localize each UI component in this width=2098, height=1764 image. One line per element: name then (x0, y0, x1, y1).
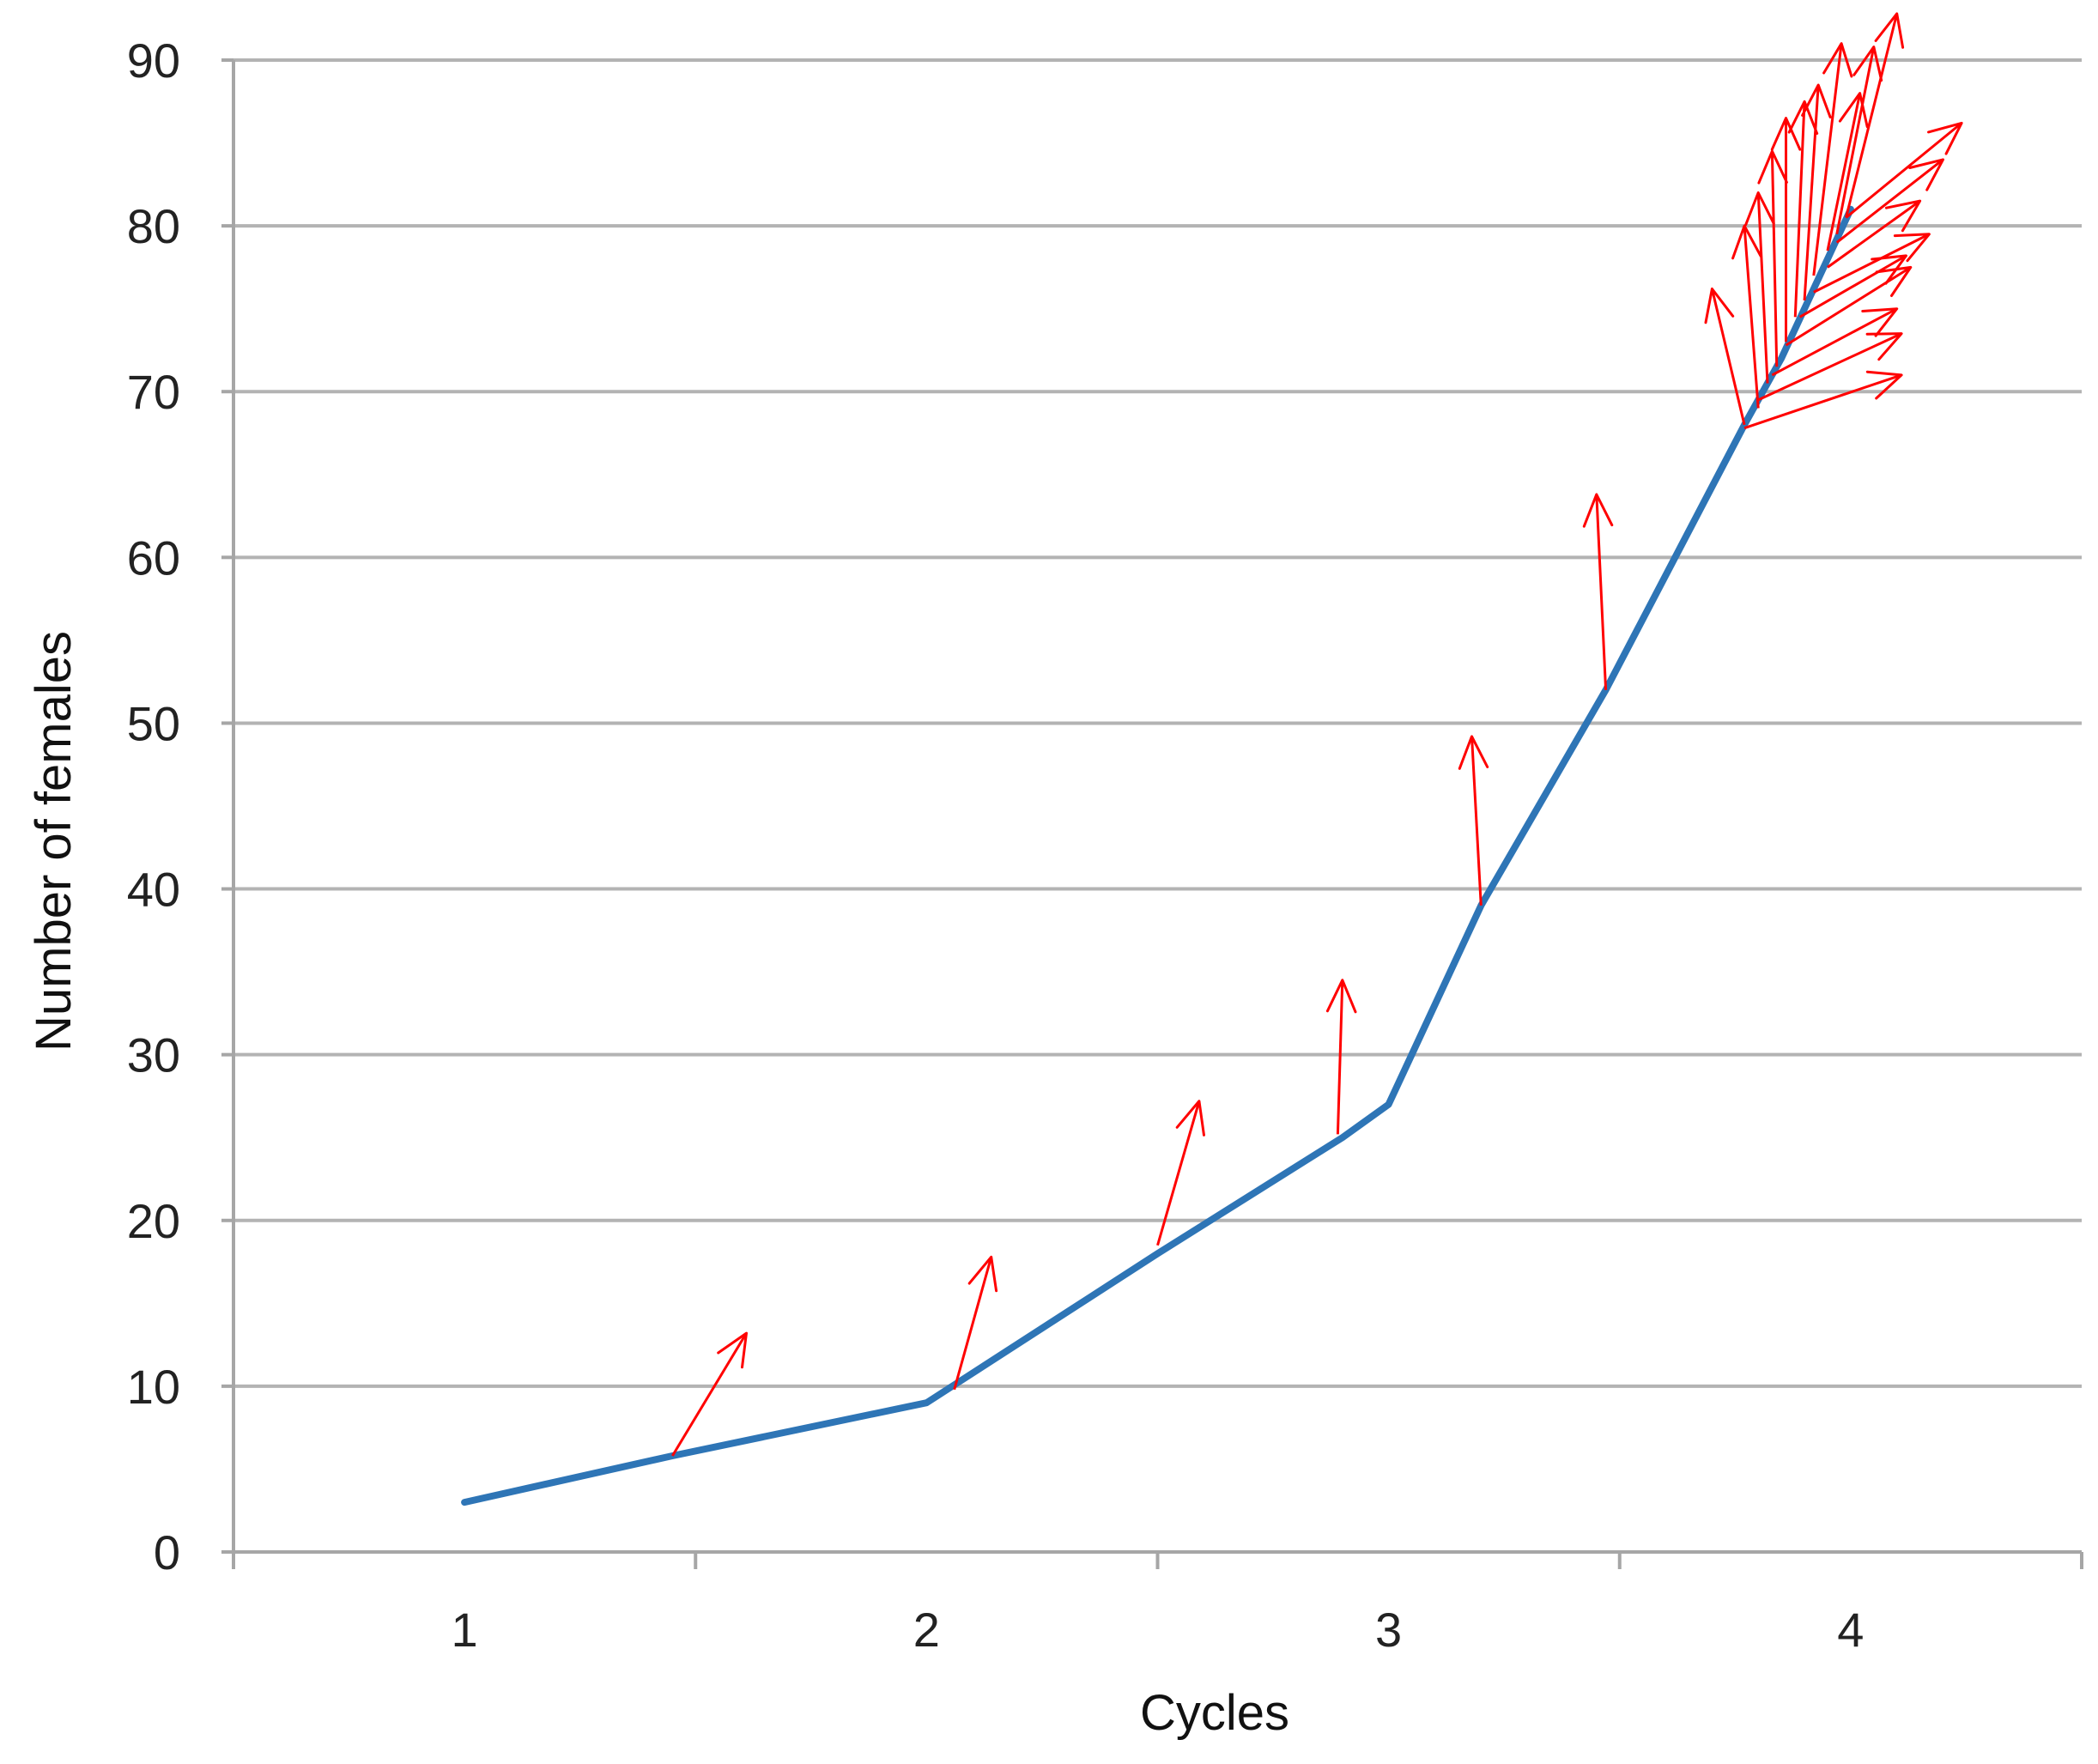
arrow-shaft (1812, 43, 1843, 276)
y-tick-label: 0 (154, 1525, 180, 1579)
arrow (1826, 92, 1869, 252)
arrow-head (1757, 149, 1788, 185)
arrow (1845, 12, 1905, 218)
arrow (1757, 149, 1788, 367)
arrow-head (1838, 92, 1869, 129)
arrow-shaft (1595, 494, 1608, 690)
arrow (1827, 199, 1922, 269)
y-tick-label: 40 (127, 863, 180, 917)
arrow-head (1874, 12, 1905, 49)
y-tick-label: 70 (127, 365, 180, 419)
arrow-shaft (1798, 254, 1907, 318)
arrow-head (1822, 42, 1853, 78)
arrow-head (1704, 288, 1735, 324)
arrow-shaft (1156, 1100, 1201, 1246)
x-tick-label: 2 (913, 1603, 940, 1657)
arrow (1704, 288, 1746, 426)
arrow (953, 1255, 998, 1391)
arrow-shaft (1826, 93, 1862, 252)
arrow (671, 1331, 748, 1457)
arrow-shaft (1845, 122, 1963, 219)
arrow-shaft (1757, 332, 1902, 402)
arrow-head (1861, 307, 1899, 337)
arrow-shaft (1827, 199, 1921, 269)
arrow-shaft (1835, 158, 1944, 244)
tick-labels: 0 10 20 30 40 50 60 70 80 90 1 2 3 4 (127, 33, 1865, 1657)
arrow (1835, 158, 1944, 244)
arrow-head (1875, 265, 1913, 297)
y-axis-title: Number of females (26, 631, 82, 1052)
arrow-shaft (1813, 233, 1931, 294)
arrow-shaft (1743, 225, 1760, 409)
arrow-head (1325, 979, 1357, 1014)
arrow-shaft (1845, 13, 1899, 218)
arrow-shaft (1470, 736, 1483, 906)
y-tick-label: 50 (127, 696, 180, 750)
arrow (1582, 493, 1614, 690)
y-tick-label: 90 (127, 33, 180, 88)
arrow-head (1908, 158, 1944, 191)
arrow (1731, 224, 1762, 409)
y-tick-label: 80 (127, 199, 180, 253)
axes (221, 58, 2083, 1569)
arrow (1813, 233, 1931, 294)
arrow (1743, 370, 1903, 430)
arrow-shaft (1770, 151, 1779, 367)
arrow-head (967, 1255, 998, 1293)
arrow-head (1770, 117, 1802, 151)
arrow-head (1744, 191, 1775, 227)
arrow (1458, 735, 1489, 906)
arrow (1785, 265, 1913, 347)
arrow-shaft (1710, 288, 1746, 426)
arrow-head (1582, 493, 1614, 528)
arrow-head (1893, 233, 1931, 263)
arrow-head (1787, 100, 1819, 135)
arrow-head (1884, 199, 1922, 233)
arrow-shaft (953, 1256, 993, 1391)
arrow-head (1731, 224, 1762, 260)
arrow-head (1852, 45, 1883, 82)
y-tick-label: 60 (127, 530, 180, 585)
arrow (1812, 42, 1853, 276)
arrow-head (1458, 735, 1489, 770)
arrow (1744, 191, 1775, 384)
y-tick-label: 20 (127, 1194, 180, 1248)
x-tick-label: 4 (1837, 1603, 1864, 1657)
arrow (1325, 979, 1357, 1135)
arrow-shaft (1336, 979, 1344, 1135)
arrow-shaft (1771, 307, 1898, 377)
arrow-shaft (1803, 84, 1820, 301)
arrow-shaft (671, 1332, 748, 1457)
x-tick-label: 3 (1375, 1603, 1402, 1657)
y-tick-label: 10 (127, 1360, 180, 1414)
arrow (1835, 45, 1883, 235)
arrow-head (1801, 83, 1832, 118)
gridlines (233, 58, 2082, 1388)
arrow-shaft (1785, 266, 1912, 347)
series-line (461, 205, 1854, 1506)
arrow-head (717, 1331, 748, 1369)
arrow (1845, 121, 1963, 219)
arrow (1801, 83, 1832, 301)
x-axis-title: Cycles (1140, 1685, 1289, 1741)
y-tick-label: 30 (127, 1028, 180, 1082)
series-layer (461, 205, 1854, 1506)
arrow-shaft (1756, 192, 1769, 384)
arrow-layer (671, 12, 1963, 1457)
arrow-shaft (1793, 101, 1806, 318)
arrow-head (1865, 370, 1903, 400)
arrow-head (1927, 121, 1963, 155)
arrow (1156, 1100, 1205, 1246)
arrow (1771, 307, 1899, 377)
arrow-head (1175, 1100, 1205, 1137)
x-tick-label: 1 (452, 1603, 478, 1657)
arrow-shaft (1743, 373, 1902, 430)
arrow-shaft (1835, 46, 1876, 235)
arrow (1770, 117, 1802, 342)
arrow (1787, 100, 1819, 318)
